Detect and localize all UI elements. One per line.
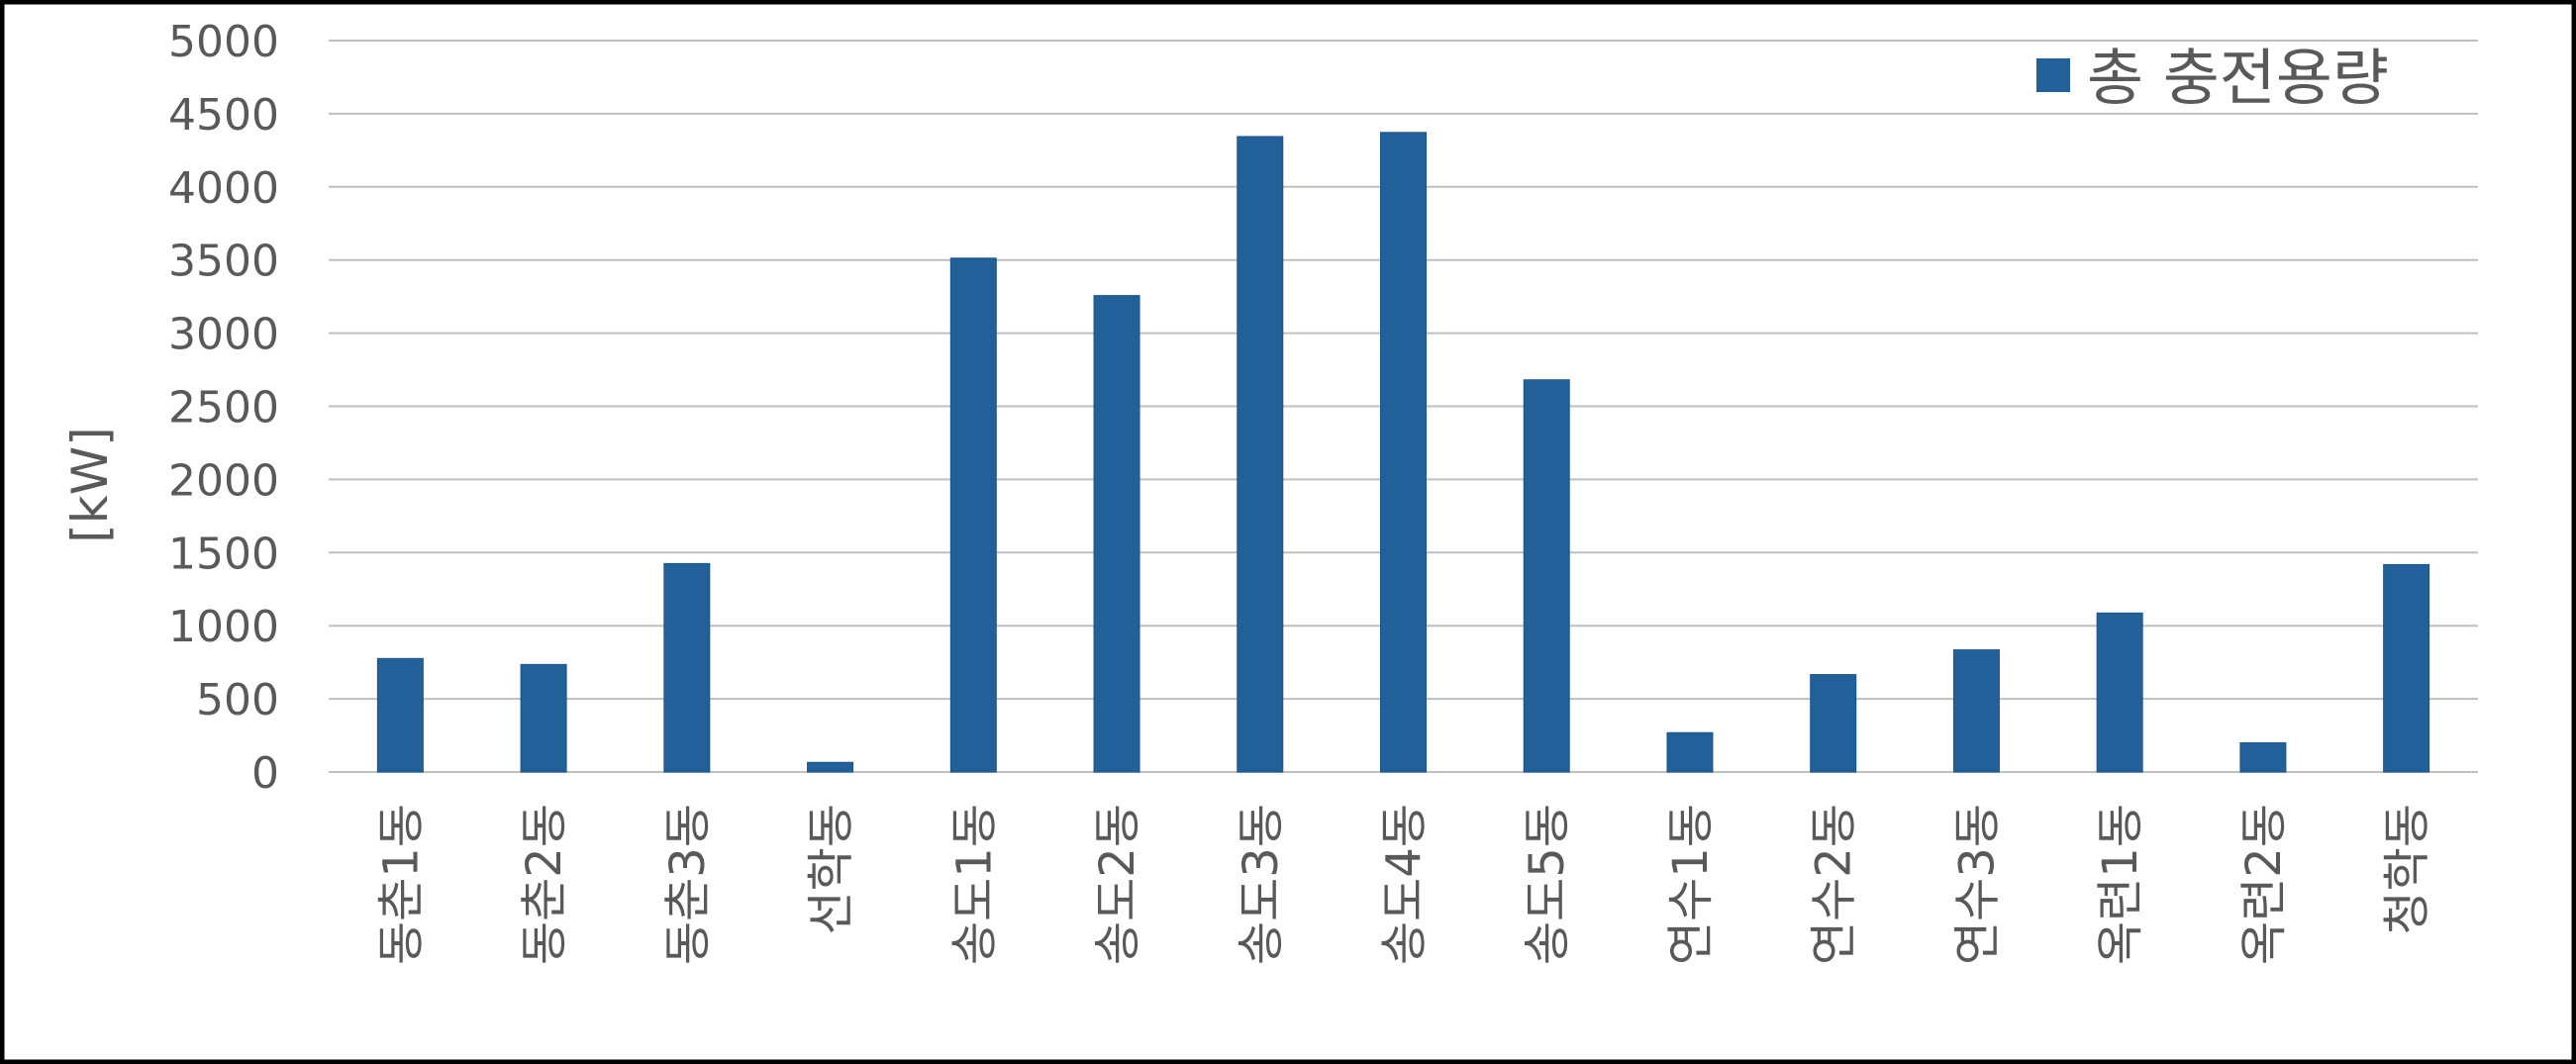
x-tick-label: 선학동 (804, 804, 859, 934)
y-tick-label: 2500 (168, 383, 279, 434)
y-tick-label: 2000 (168, 455, 279, 506)
bar (949, 257, 997, 773)
bar (807, 761, 854, 773)
y-axis-ticks: 0 500 1000 1500 2000 2500 3000 3500 4000 4500 5000 (168, 17, 279, 799)
x-tick-label: 연수2동 (1807, 804, 1862, 965)
y-tick-label: 0 (251, 748, 279, 799)
x-tick-label: 송도1동 (946, 804, 1002, 965)
bar (1237, 136, 1284, 773)
x-tick-label: 송도3동 (1234, 804, 1289, 965)
y-tick-label: 4500 (168, 90, 279, 141)
y-tick-label: 5000 (168, 17, 279, 67)
bar (2096, 612, 2143, 773)
bar (1093, 295, 1140, 773)
y-axis-label: [kW] (61, 427, 119, 542)
bar (1952, 649, 2000, 773)
x-tick-label: 동춘1동 (373, 804, 429, 965)
x-tick-label: 송도4동 (1377, 804, 1433, 965)
y-tick-label: 4000 (168, 163, 279, 214)
y-tick-label: 500 (196, 675, 279, 725)
x-tick-label: 동춘2동 (517, 804, 572, 965)
x-tick-label: 송도5동 (1520, 804, 1575, 965)
bar (663, 562, 711, 773)
bars (376, 132, 2430, 773)
x-tick-label: 옥련1동 (2093, 804, 2148, 965)
x-tick-label: 옥련2동 (2236, 804, 2292, 965)
x-tick-label: 연수3동 (1949, 804, 2005, 965)
bar (1380, 132, 1427, 773)
y-tick-label: 1500 (168, 529, 279, 579)
x-tick-label: 연수1동 (1663, 804, 1719, 965)
x-tick-label: 동춘3동 (660, 804, 716, 965)
bar (1523, 379, 1570, 773)
x-axis-labels: 동춘1동 동춘2동 동춘3동 선학동 송도1동 송도2동 송도3동 송도4동 송도5동 연수1동 연… (373, 804, 2434, 965)
y-tick-label: 3500 (168, 237, 279, 287)
y-tick-label: 1000 (168, 602, 279, 652)
bar (1810, 674, 1857, 773)
bar (2383, 563, 2430, 773)
y-tick-label: 3000 (168, 310, 279, 360)
x-tick-label: 청학동 (2380, 804, 2435, 934)
legend-swatch (2036, 58, 2070, 92)
bar (1666, 731, 1714, 773)
x-tick-label: 송도2동 (1090, 804, 1145, 965)
bar (520, 663, 567, 773)
bar (376, 657, 424, 773)
legend: 총 충전용량 (2036, 42, 2389, 114)
bar (2239, 741, 2287, 773)
legend-label: 총 충전용량 (2087, 42, 2389, 114)
